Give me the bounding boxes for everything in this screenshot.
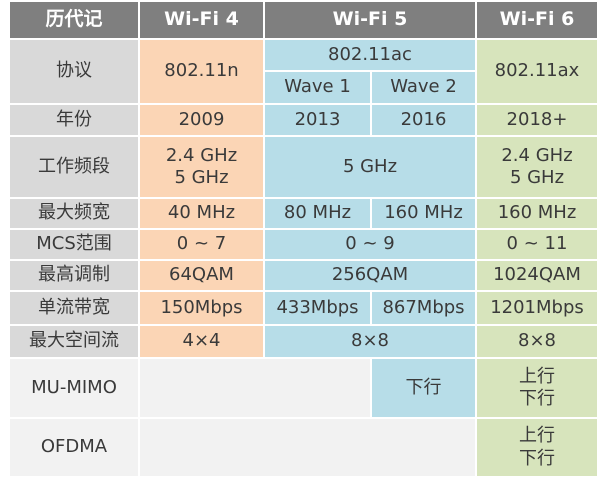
mumimo-empty <box>138 357 372 419</box>
ofdma-wifi6-up: 上行 <box>519 425 555 446</box>
band-wifi4-24: 2.4 GHz <box>165 144 238 166</box>
header-generation: 历代记 <box>8 0 140 40</box>
band-wifi6-24: 2.4 GHz <box>501 144 573 166</box>
header-wifi4: Wi-Fi 4 <box>138 0 265 40</box>
mumimo-label: MU-MIMO <box>8 357 140 419</box>
stream-rate-label: 单流带宽 <box>8 290 140 326</box>
bandwidth-row: 最大频宽 40 MHz 80 MHz 160 MHz 160 MHz <box>8 197 599 230</box>
mcs-wifi4: 0 ~ 7 <box>138 228 265 261</box>
protocol-wifi4: 802.11n <box>138 38 265 105</box>
spatial-wifi4: 4×4 <box>138 324 265 359</box>
wave2-label: Wave 2 <box>370 70 477 105</box>
wave-row: Wave 1 Wave 2 <box>9 70 598 105</box>
ofdma-empty <box>138 417 477 478</box>
modulation-wifi5: 256QAM <box>263 259 477 292</box>
modulation-wifi6: 1024QAM <box>475 259 599 292</box>
band-wifi4: 2.4 GHz 5 GHz <box>138 135 265 199</box>
mumimo-wifi6: 上行 下行 <box>475 357 599 419</box>
mumimo-wifi6-up: 上行 <box>519 365 555 387</box>
header-wifi6: Wi-Fi 6 <box>475 0 599 40</box>
mcs-wifi5: 0 ~ 9 <box>263 228 477 261</box>
bandwidth-label: 最大频宽 <box>8 197 140 230</box>
stream-rate-wifi4: 150Mbps <box>138 290 265 326</box>
stream-rate-row: 单流带宽 150Mbps 433Mbps 867Mbps 1201Mbps <box>8 290 599 326</box>
year-wave1: 2013 <box>263 103 372 137</box>
stream-rate-wave2: 867Mbps <box>370 290 477 326</box>
mcs-row: MCS范围 0 ~ 7 0 ~ 9 0 ~ 11 <box>8 228 599 261</box>
protocol-wifi5: 802.11ac <box>263 38 477 72</box>
modulation-row: 最高调制 64QAM 256QAM 1024QAM <box>8 259 599 292</box>
ofdma-wifi6: 上行 下行 <box>475 417 599 478</box>
bandwidth-wifi6: 160 MHz <box>475 197 599 230</box>
bandwidth-wifi4: 40 MHz <box>138 197 265 230</box>
wave1-label: Wave 1 <box>263 70 372 105</box>
modulation-label: 最高调制 <box>8 259 140 292</box>
band-wifi4-5: 5 GHz <box>174 167 229 188</box>
band-wifi6: 2.4 GHz 5 GHz <box>475 135 599 199</box>
year-label: 年份 <box>8 103 140 137</box>
stream-rate-wave1: 433Mbps <box>263 290 372 326</box>
stream-rate-wifi6: 1201Mbps <box>475 290 599 326</box>
ofdma-wifi6-down: 下行 <box>519 447 555 469</box>
protocol-row: 协议 802.11n 802.11ac 802.11ax <box>8 38 599 105</box>
band-row: 工作频段 2.4 GHz 5 GHz 5 GHz 2.4 GHz 5 GHz <box>8 135 599 199</box>
spatial-wifi6: 8×8 <box>475 324 599 359</box>
mumimo-wave2: 下行 <box>370 357 477 419</box>
wifi-comparison-table: 历代记 Wi-Fi 4 Wi-Fi 5 Wi-Fi 6 协议 802.11n 8… <box>8 0 599 478</box>
protocol-label: 协议 <box>8 38 140 105</box>
band-wifi6-5: 5 GHz <box>509 167 565 188</box>
spatial-label: 最大空间流 <box>8 324 140 359</box>
spatial-row: 最大空间流 4×4 8×8 8×8 <box>8 324 599 359</box>
mumimo-row: MU-MIMO 下行 上行 下行 <box>8 357 599 419</box>
mcs-wifi6: 0 ~ 11 <box>475 228 599 261</box>
mcs-label: MCS范围 <box>8 228 140 261</box>
bandwidth-wave2: 160 MHz <box>370 197 477 230</box>
ofdma-label: OFDMA <box>8 417 140 478</box>
band-label: 工作频段 <box>8 135 140 199</box>
mumimo-wifi6-down: 下行 <box>519 388 555 409</box>
year-row: 年份 2009 2013 2016 2018+ <box>8 103 599 137</box>
header-wifi5: Wi-Fi 5 <box>263 0 477 40</box>
year-wifi6: 2018+ <box>475 103 599 137</box>
bandwidth-wave1: 80 MHz <box>263 197 372 230</box>
protocol-wifi6: 802.11ax <box>475 38 599 105</box>
ofdma-row: OFDMA 上行 下行 <box>8 417 599 478</box>
year-wave2: 2016 <box>370 103 477 137</box>
year-wifi4: 2009 <box>138 103 265 137</box>
spatial-wifi5: 8×8 <box>263 324 477 359</box>
band-wifi5: 5 GHz <box>263 135 477 199</box>
header-row: 历代记 Wi-Fi 4 Wi-Fi 5 Wi-Fi 6 <box>8 0 599 40</box>
modulation-wifi4: 64QAM <box>138 259 265 292</box>
